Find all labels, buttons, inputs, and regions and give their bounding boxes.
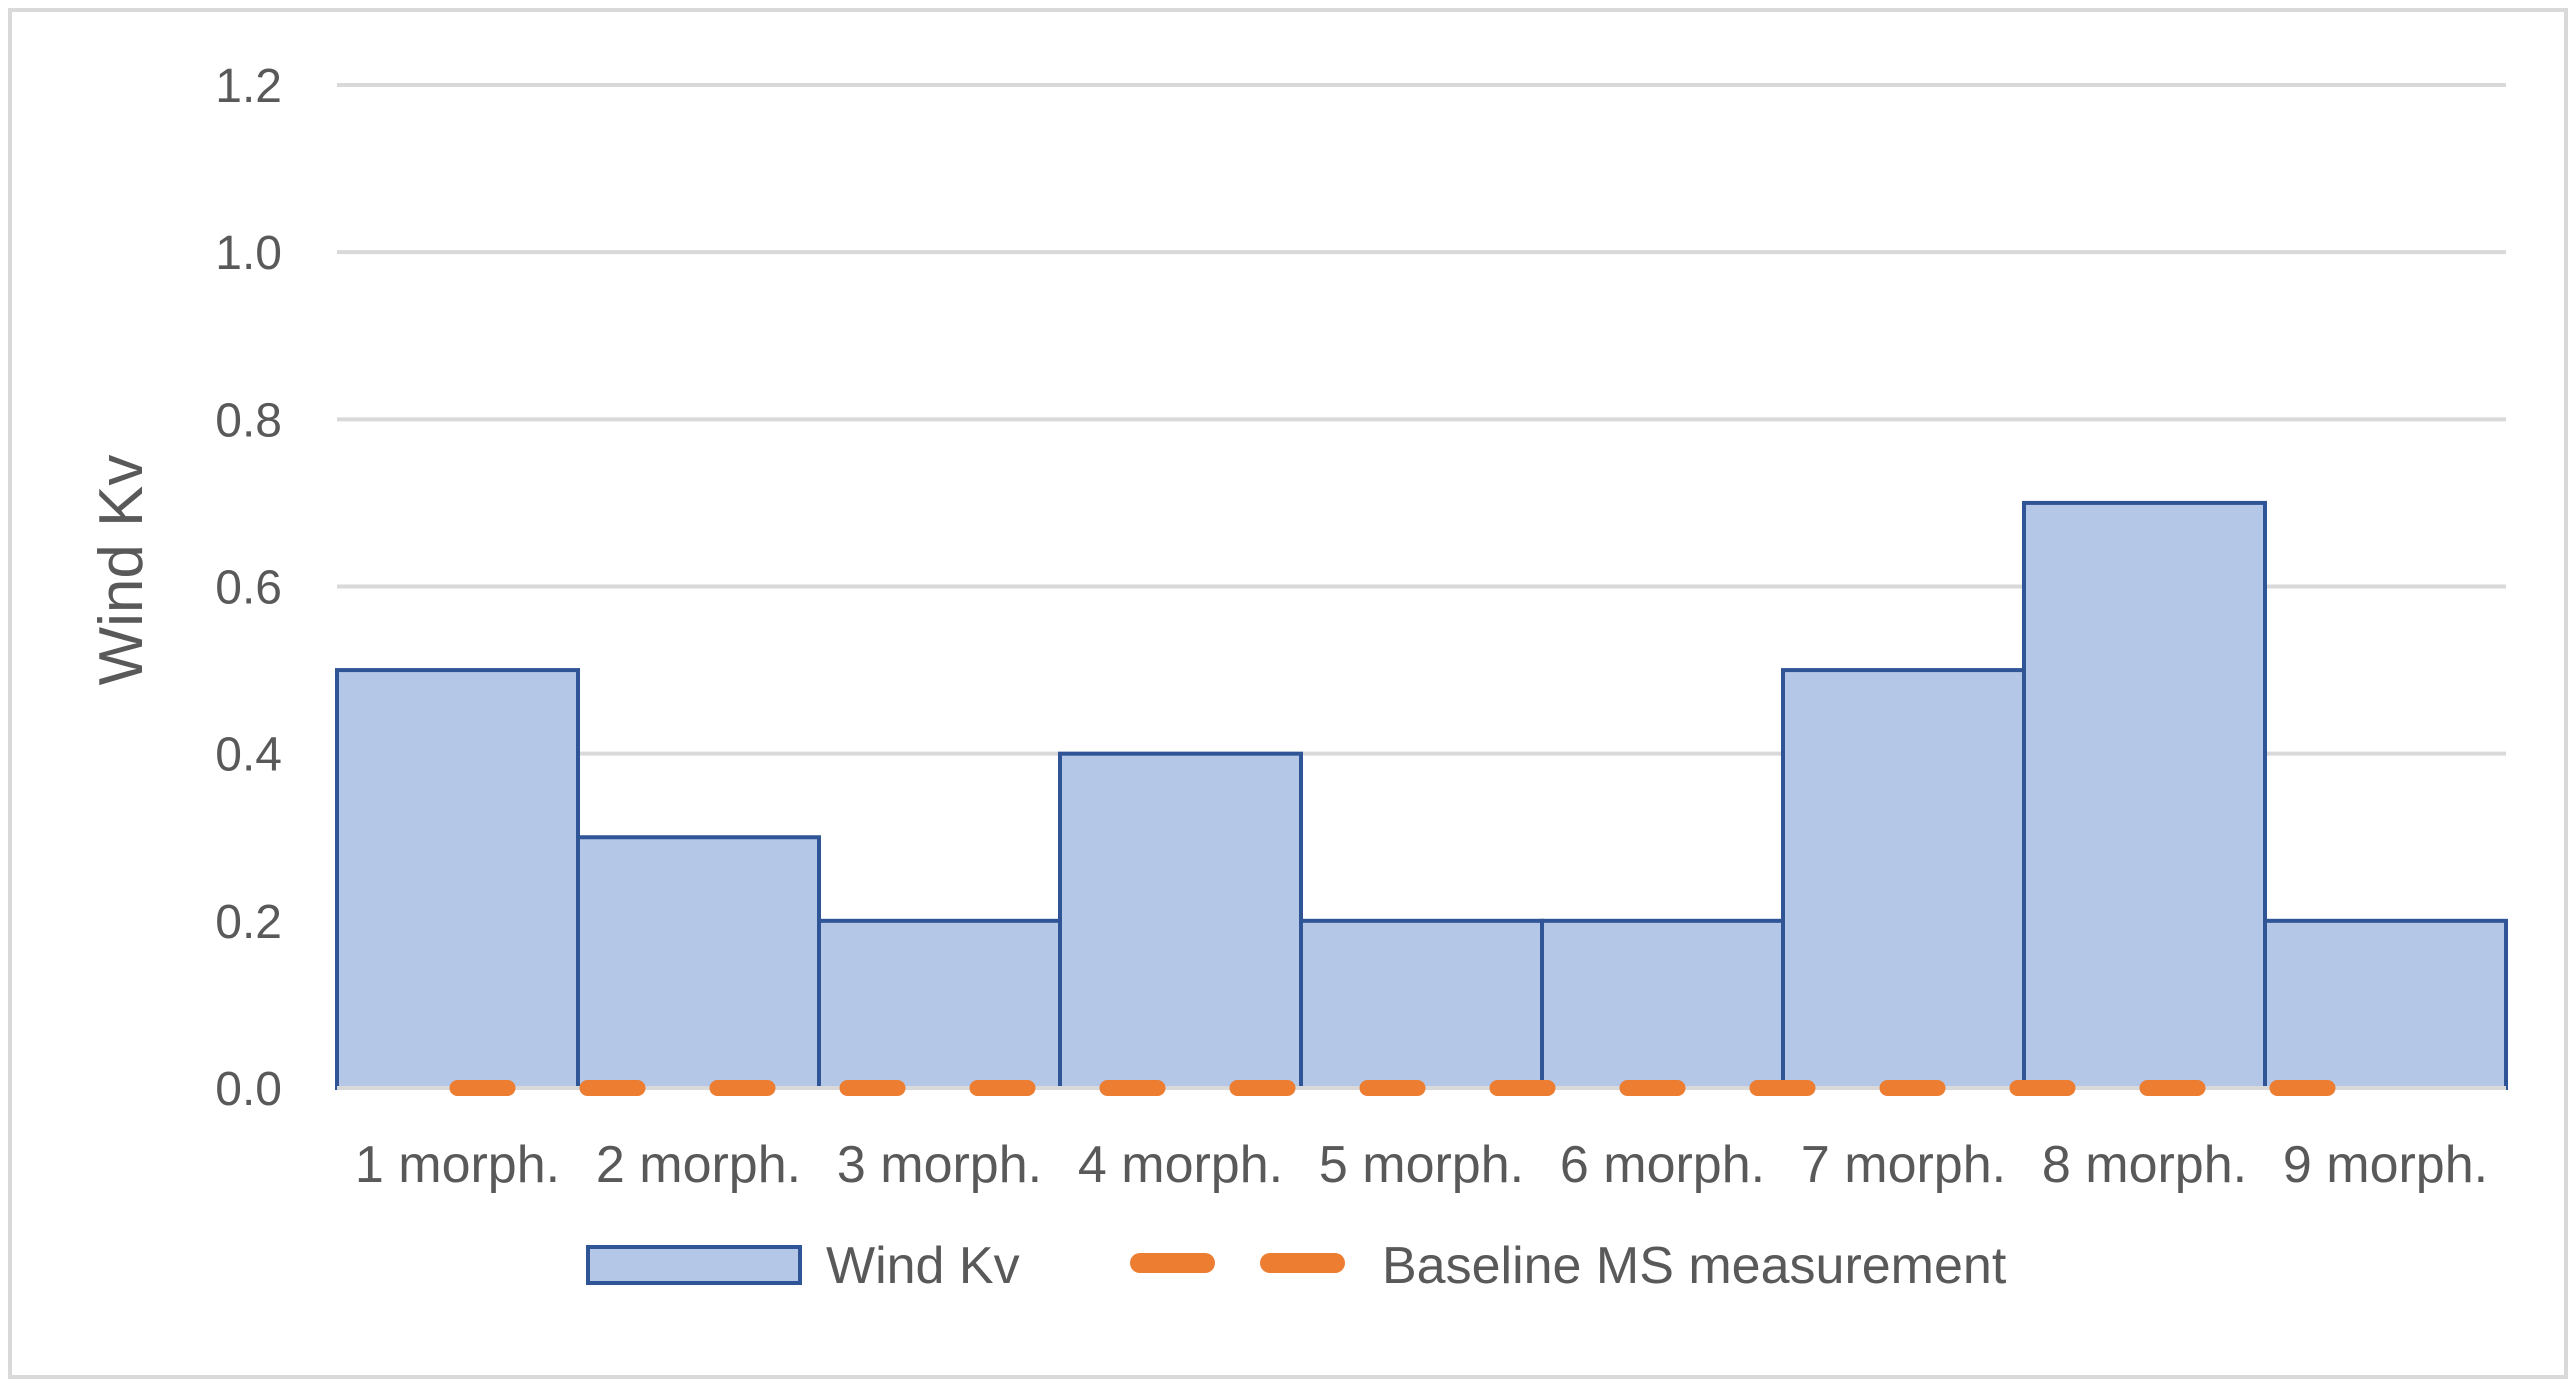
bar-3 [817, 918, 1062, 1090]
y-tick-label: 1.0 [215, 227, 282, 280]
y-tick-label: 0.2 [215, 896, 282, 949]
x-tick-labels: 1 morph. 2 morph. 3 morph. 4 morph. 5 morph.… [355, 1136, 2488, 1194]
legend-label-wind-kv: Wind Kv [826, 1237, 1020, 1295]
bar-1 [335, 668, 580, 1090]
bar-8 [2022, 500, 2267, 1090]
legend-swatch-wind-kv [586, 1245, 802, 1285]
bar-5 [1299, 918, 1544, 1090]
bar-6 [1540, 918, 1785, 1090]
y-axis-title: Wind Kv [87, 455, 156, 686]
bars-layer [335, 500, 2508, 1091]
x-tick-label: 7 morph. [1801, 1136, 2006, 1194]
x-tick-label: 9 morph. [2283, 1136, 2488, 1194]
y-tick-label: 0.4 [215, 729, 282, 782]
bar-4 [1058, 751, 1303, 1091]
y-tick-label: 1.2 [215, 60, 282, 113]
y-tick-label: 0.0 [215, 1063, 282, 1116]
x-tick-label: 2 morph. [596, 1136, 801, 1194]
x-tick-label: 6 morph. [1560, 1136, 1765, 1194]
y-tick-label: 0.8 [215, 394, 282, 447]
x-tick-label: 4 morph. [1078, 1136, 1283, 1194]
legend: Wind Kv Baseline MS measurement [586, 1237, 2007, 1295]
bar-9 [2263, 918, 2508, 1090]
x-tick-label: 5 morph. [1319, 1136, 1524, 1194]
x-tick-label: 1 morph. [355, 1136, 560, 1194]
legend-label-baseline: Baseline MS measurement [1382, 1237, 2007, 1295]
bar-7 [1781, 668, 2026, 1090]
x-tick-label: 3 morph. [837, 1136, 1042, 1194]
bar-2 [576, 835, 821, 1090]
x-tick-label: 8 morph. [2042, 1136, 2247, 1194]
y-tick-label: 0.6 [215, 562, 282, 615]
y-tick-labels: 0.0 0.2 0.4 0.6 0.8 1.0 1.2 [215, 60, 282, 1116]
